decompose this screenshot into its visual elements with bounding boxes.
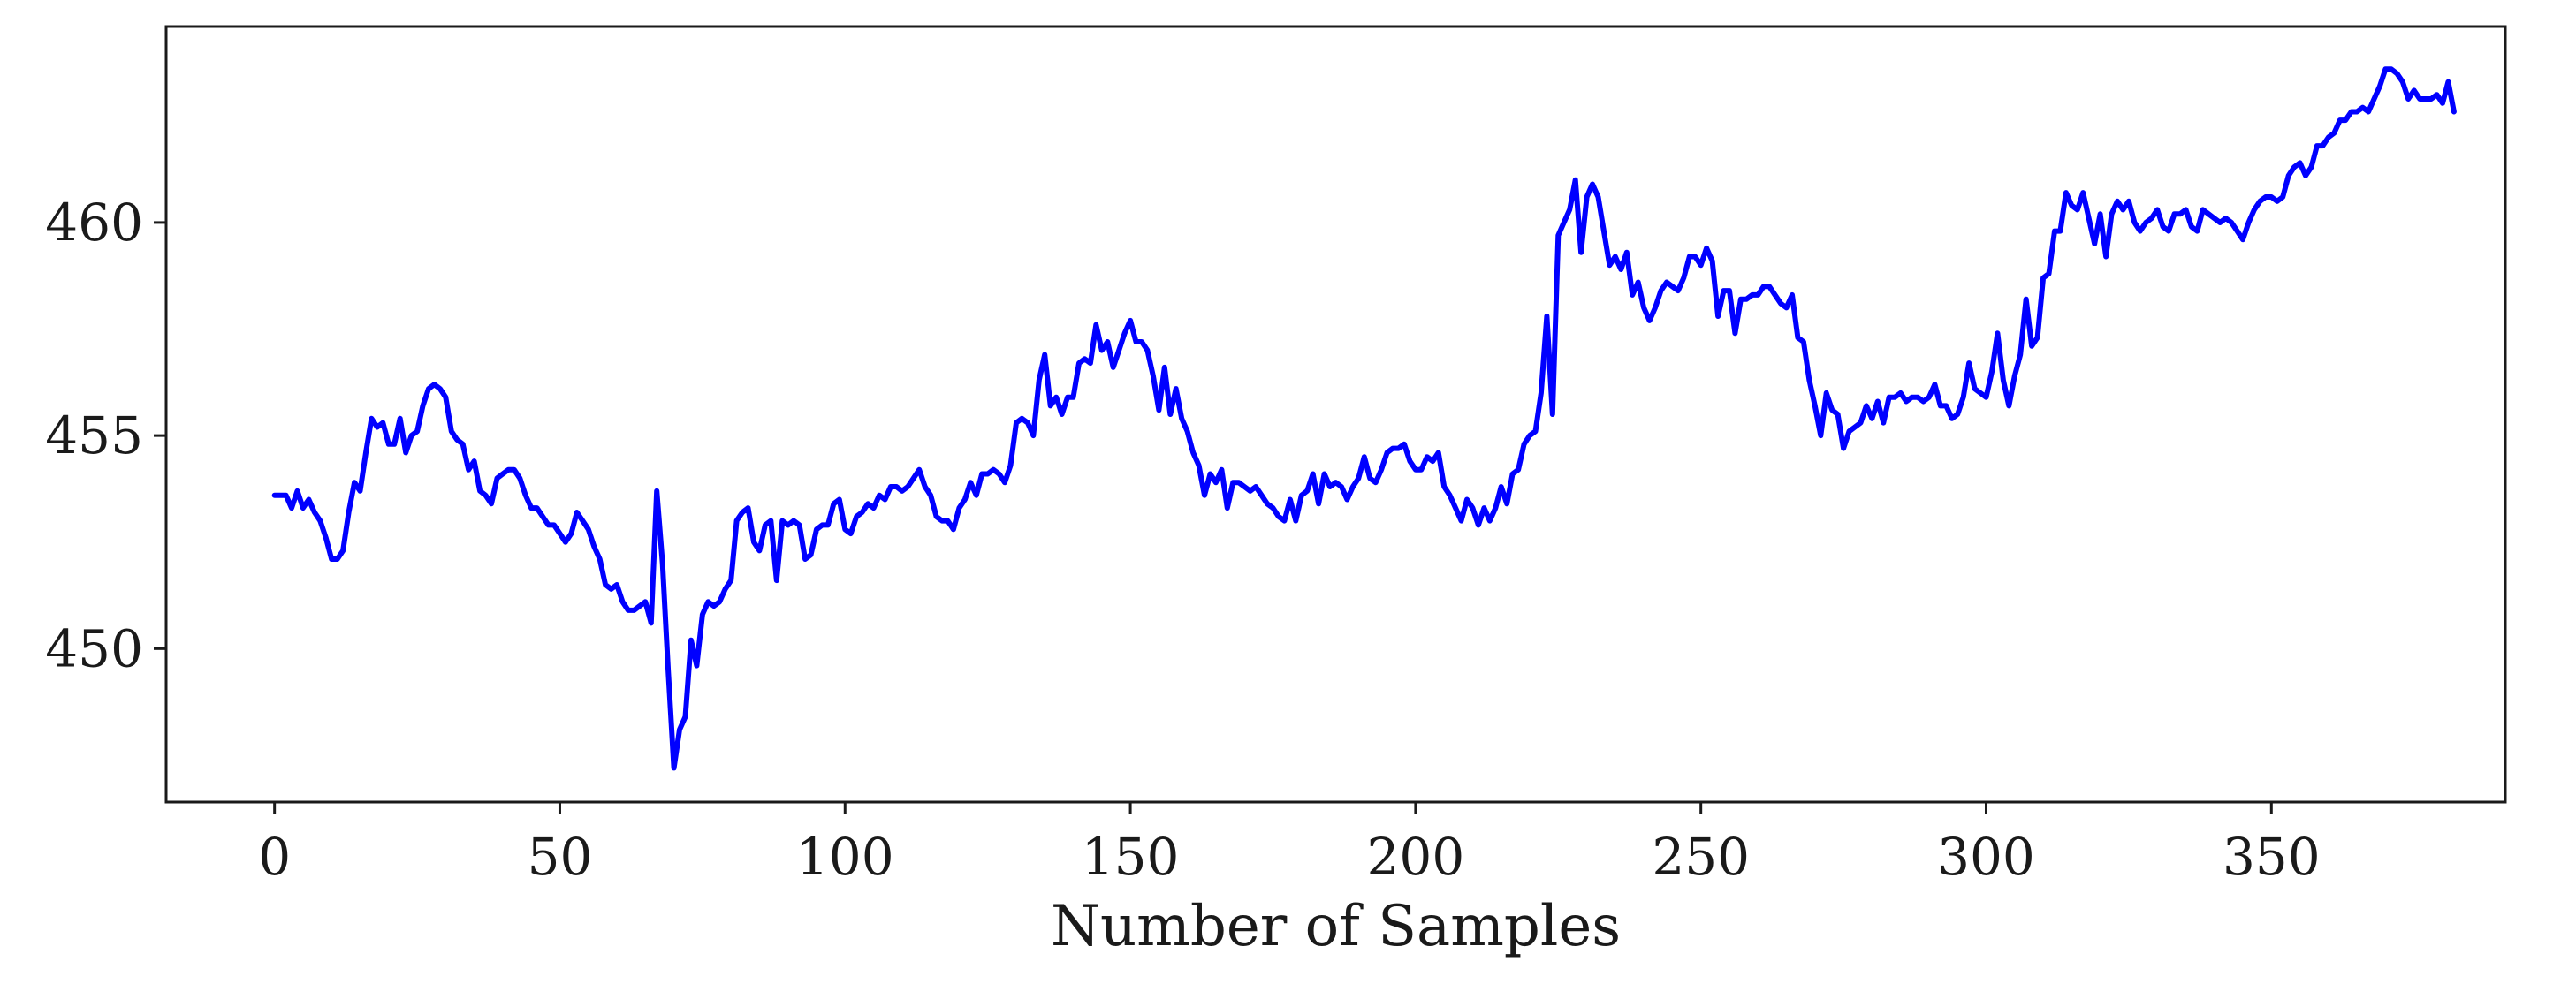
y-axis: 450 455 460 [45, 193, 166, 678]
x-tick-label: 300 [1937, 827, 2035, 887]
x-tick-label: 100 [796, 827, 894, 887]
x-axis: 0 50 100 150 200 250 300 350 [258, 802, 2321, 887]
axes-frame [164, 25, 2507, 804]
x-tick-label: 150 [1082, 827, 1180, 887]
x-tick-label: 50 [528, 827, 593, 887]
y-tick-label: 450 [45, 618, 143, 678]
x-tick-label: 350 [2223, 827, 2321, 887]
y-tick-label: 455 [45, 405, 143, 466]
series-line [271, 66, 2457, 771]
x-tick-label: 200 [1367, 827, 1465, 887]
x-tick-label: 250 [1652, 827, 1750, 887]
x-axis-label: Number of Samples [1051, 894, 1621, 959]
plot-area [271, 66, 2457, 771]
y-tick-label: 460 [45, 193, 143, 253]
x-tick-label: 0 [258, 827, 291, 887]
